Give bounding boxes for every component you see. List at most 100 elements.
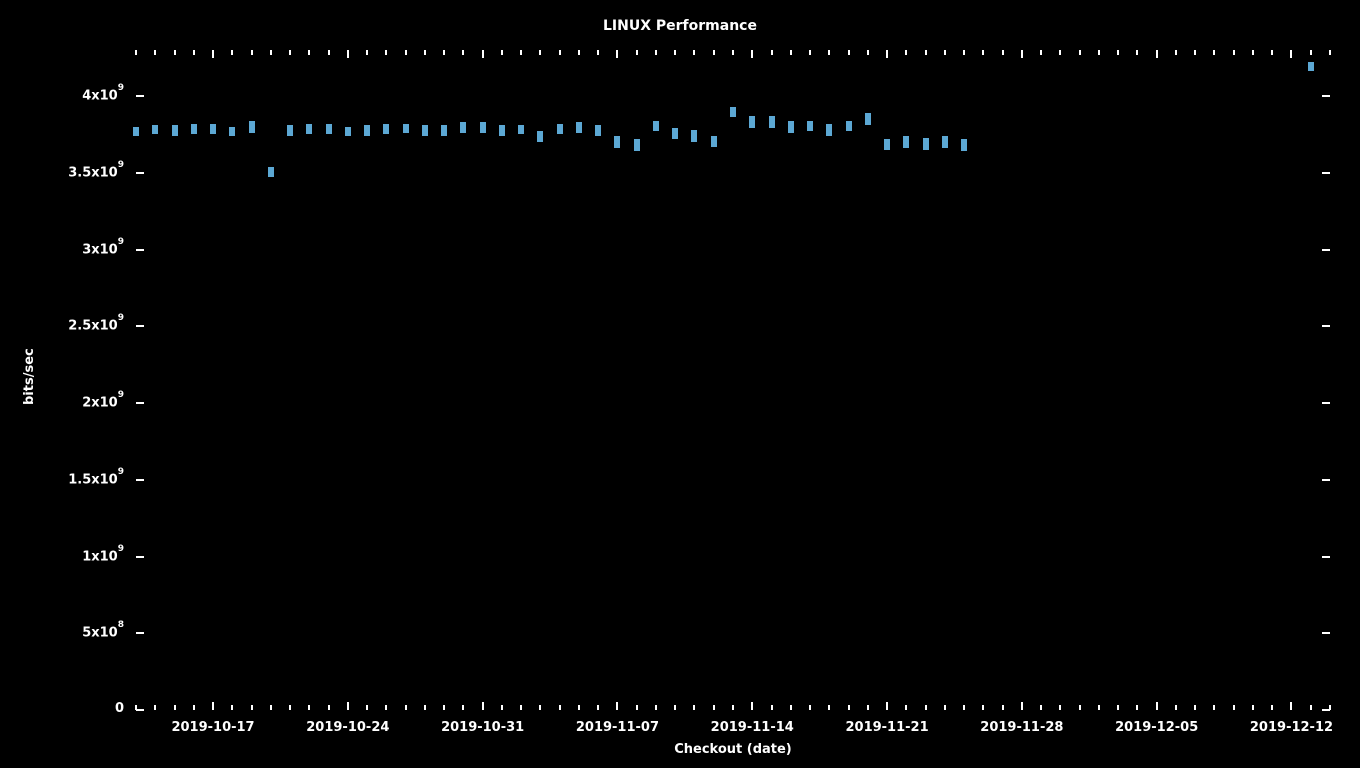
x-tick-minor [328, 50, 330, 55]
x-tick-minor [1002, 50, 1004, 55]
x-tick-minor [944, 50, 946, 55]
y-tick [136, 172, 144, 174]
data-point [846, 125, 852, 131]
x-tick-minor [366, 705, 368, 710]
x-tick-minor [1252, 705, 1254, 710]
data-point [557, 128, 563, 134]
data-point [788, 127, 794, 133]
x-tick-major [751, 702, 753, 710]
data-point [249, 127, 255, 133]
y-tick [136, 479, 144, 481]
x-tick-minor [1233, 50, 1235, 55]
data-point [614, 142, 620, 148]
y-tick [136, 249, 144, 251]
x-tick-label: 2019-10-24 [306, 720, 389, 735]
x-tick-minor [328, 705, 330, 710]
x-tick-minor [963, 705, 965, 710]
x-tick-minor [636, 705, 638, 710]
x-tick-major [212, 702, 214, 710]
x-tick-minor [289, 50, 291, 55]
x-tick-minor [154, 705, 156, 710]
x-tick-minor [597, 705, 599, 710]
plot-area [136, 50, 1330, 710]
data-point [480, 127, 486, 133]
data-point [287, 130, 293, 136]
data-point [1308, 65, 1314, 71]
x-tick-minor [385, 50, 387, 55]
x-tick-minor [1136, 50, 1138, 55]
data-point [826, 130, 832, 136]
x-tick-minor [828, 50, 830, 55]
x-tick-minor [693, 50, 695, 55]
x-tick-minor [520, 705, 522, 710]
y-tick [136, 632, 144, 634]
x-tick-major [616, 702, 618, 710]
x-tick-minor [559, 50, 561, 55]
y-tick-label: 2.5x109 [68, 317, 124, 333]
x-tick-minor [405, 705, 407, 710]
data-point [769, 116, 775, 122]
y-tick-label: 3.5x109 [68, 164, 124, 180]
x-tick-minor [809, 50, 811, 55]
data-point [133, 130, 139, 136]
x-tick-minor [1040, 705, 1042, 710]
x-tick-minor [1136, 705, 1138, 710]
x-axis-label: Checkout (date) [136, 742, 1330, 757]
x-tick-minor [1098, 50, 1100, 55]
data-point [249, 121, 255, 127]
x-tick-major [1290, 50, 1292, 58]
x-tick-minor [1079, 705, 1081, 710]
x-tick-minor [1194, 705, 1196, 710]
x-tick-major [347, 702, 349, 710]
y-tick [136, 709, 144, 711]
x-tick-minor [251, 50, 253, 55]
data-point [345, 130, 351, 136]
x-tick-minor [1233, 705, 1235, 710]
x-tick-minor [462, 705, 464, 710]
data-point [788, 121, 794, 127]
data-point [595, 130, 601, 136]
x-tick-major [1021, 702, 1023, 710]
x-tick-minor [848, 50, 850, 55]
x-tick-minor [982, 705, 984, 710]
x-tick-minor [385, 705, 387, 710]
x-tick-major [1156, 702, 1158, 710]
data-point [730, 111, 736, 117]
data-point [191, 128, 197, 134]
x-tick-minor [655, 705, 657, 710]
x-tick-minor [1117, 50, 1119, 55]
x-tick-minor [559, 705, 561, 710]
x-tick-minor [1059, 705, 1061, 710]
x-tick-label: 2019-10-17 [171, 720, 254, 735]
x-tick-minor [231, 705, 233, 710]
y-tick-label: 1x109 [82, 548, 124, 564]
x-tick-minor [1252, 50, 1254, 55]
x-tick-minor [270, 705, 272, 710]
data-point [326, 128, 332, 134]
data-point [961, 145, 967, 151]
x-tick-minor [867, 50, 869, 55]
chart-container: LINUX Performance bits/sec Checkout (dat… [0, 0, 1360, 768]
x-tick-label: 2019-10-31 [441, 720, 524, 735]
y-tick-label: 4x109 [82, 87, 124, 103]
x-tick-minor [520, 50, 522, 55]
x-tick-minor [366, 50, 368, 55]
x-tick-minor [193, 705, 195, 710]
data-point [576, 127, 582, 133]
x-tick-minor [501, 705, 503, 710]
x-tick-minor [1059, 50, 1061, 55]
y-tick [1322, 402, 1330, 404]
y-tick [136, 402, 144, 404]
x-tick-minor [1117, 705, 1119, 710]
x-tick-minor [771, 50, 773, 55]
x-tick-major [482, 50, 484, 58]
data-point [172, 130, 178, 136]
y-tick-label: 2x109 [82, 394, 124, 410]
data-point [884, 144, 890, 150]
data-point [306, 128, 312, 134]
data-point [923, 144, 929, 150]
x-tick-minor [308, 50, 310, 55]
data-point [903, 142, 909, 148]
data-point [903, 136, 909, 142]
x-tick-minor [270, 50, 272, 55]
